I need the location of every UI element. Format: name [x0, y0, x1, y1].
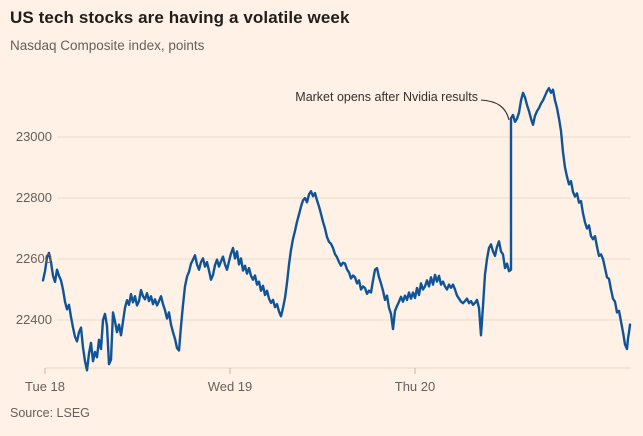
y-tick-label: 22600	[15, 251, 52, 266]
x-axis-ticks	[44, 368, 416, 374]
gridlines	[57, 136, 631, 321]
source-label: Source: LSEG	[10, 406, 90, 420]
y-tick-label: 22400	[15, 312, 52, 327]
page-subtitle: Nasdaq Composite index, points	[10, 38, 205, 53]
page-title: US tech stocks are having a volatile wee…	[10, 8, 350, 27]
y-tick-label: 23000	[15, 129, 52, 144]
annotation-label: Market opens after Nvidia results	[295, 90, 478, 104]
x-tick-label: Tue 18	[25, 379, 65, 394]
x-tick-label: Wed 19	[207, 379, 253, 394]
annotation-leader-line	[480, 99, 510, 121]
x-tick-label: Thu 20	[394, 379, 436, 394]
price-line	[41, 86, 632, 372]
y-tick-label: 22800	[15, 190, 52, 205]
